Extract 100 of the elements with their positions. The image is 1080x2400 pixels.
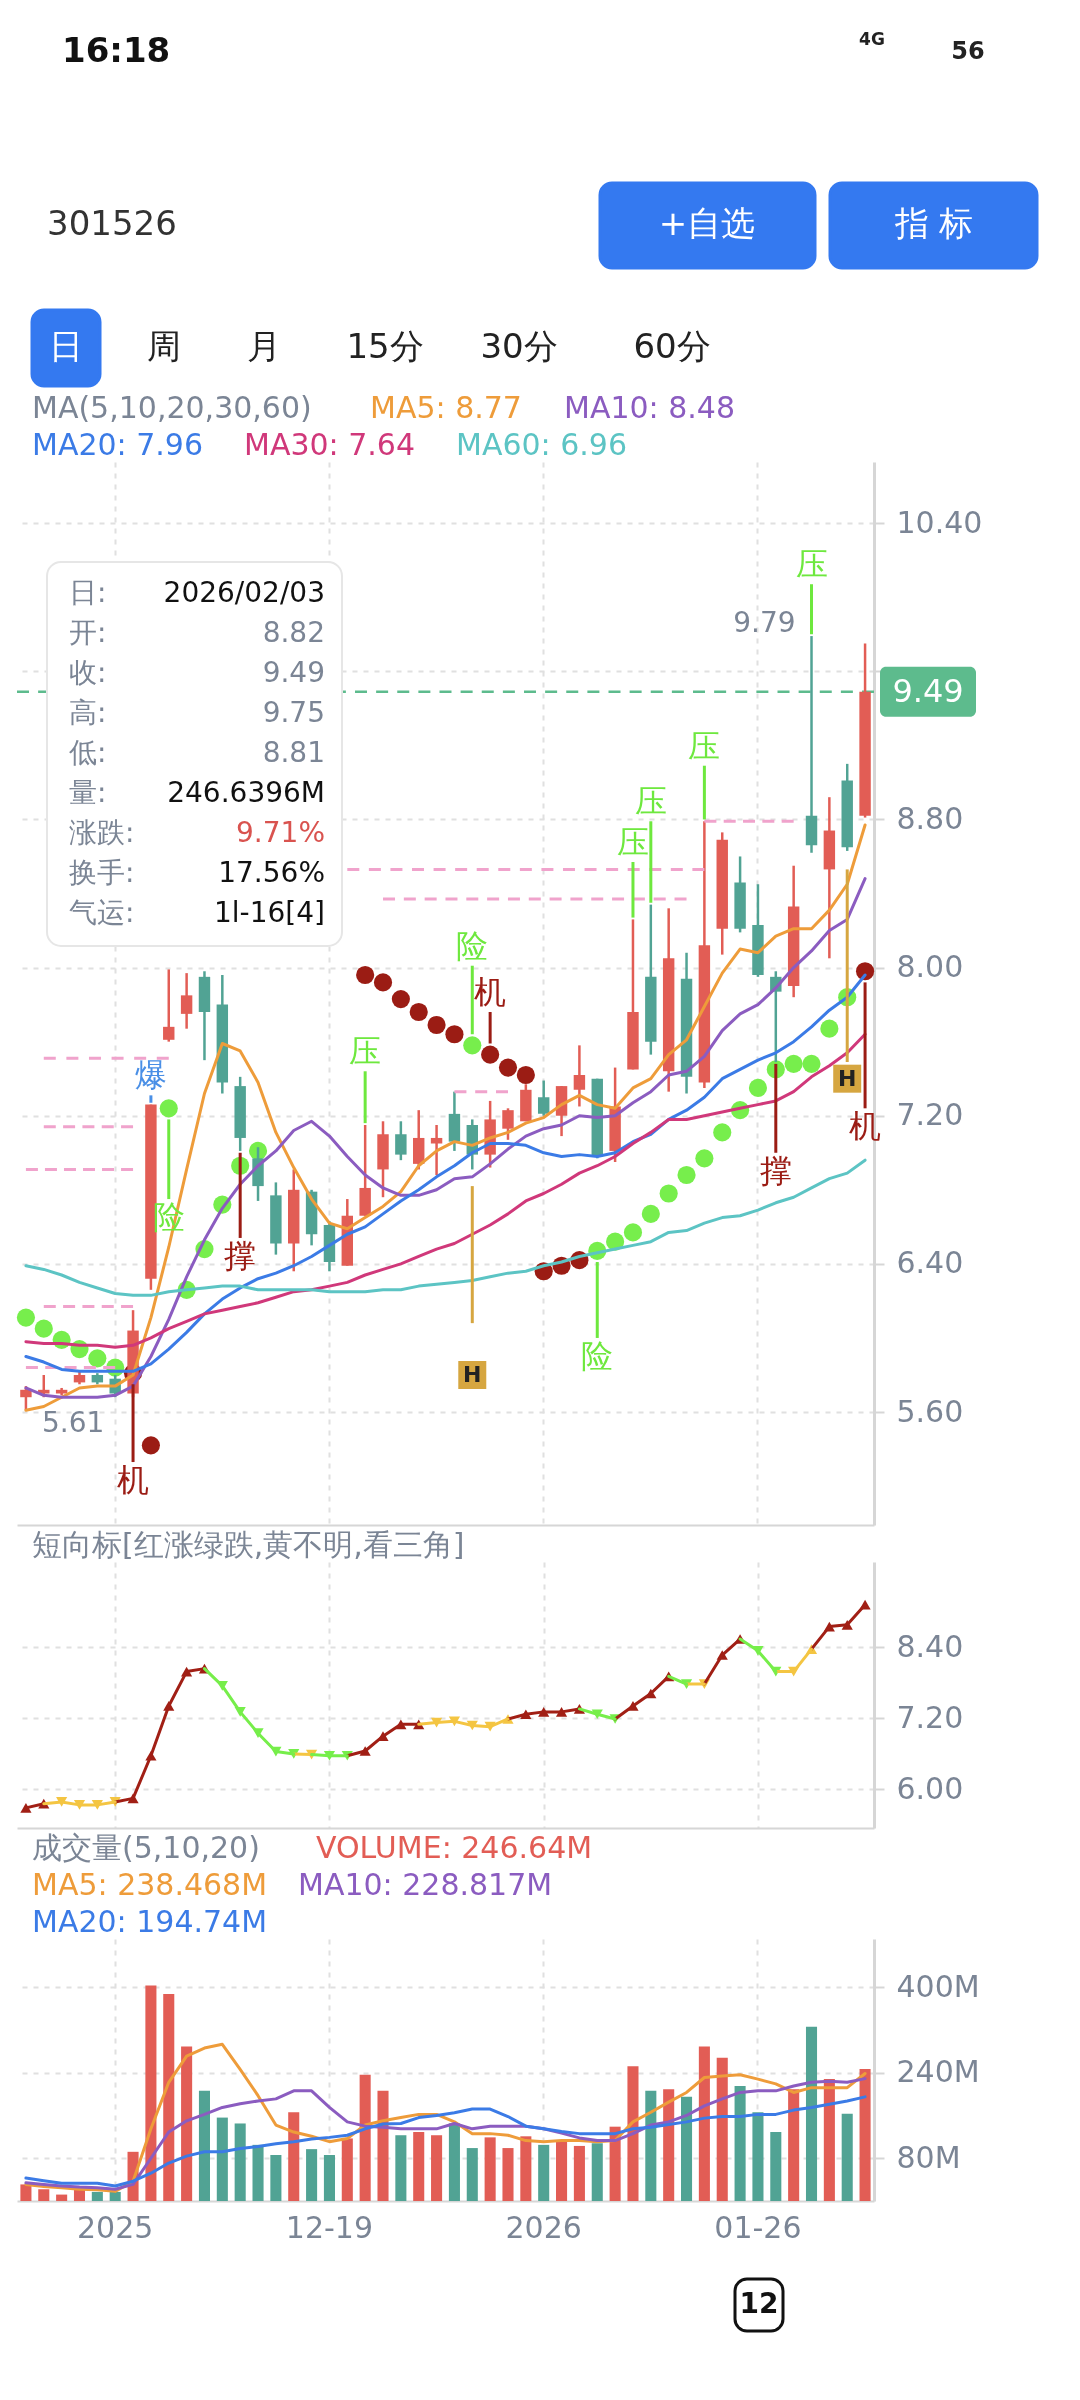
annotation: 收: — [69, 656, 107, 689]
annotation: 2026/02/03 — [163, 576, 325, 609]
bar — [631, 862, 635, 918]
text: MA5: 8.77 — [370, 389, 522, 425]
y-tick-label: 400M — [896, 1968, 980, 2004]
point — [391, 989, 410, 1009]
candlestick — [573, 1044, 586, 1108]
annotation: 气运: — [69, 896, 135, 929]
text: MA20: 194.74M — [32, 1903, 268, 1939]
data-label: 压 — [634, 782, 667, 821]
data-label: 压 — [616, 823, 649, 862]
data-label: 机 — [117, 1461, 150, 1500]
line-series — [24, 2077, 867, 2191]
point — [677, 1165, 696, 1185]
bar — [591, 2143, 603, 2201]
y-tick-label: 80M — [896, 2139, 961, 2175]
text: 4G — [859, 29, 885, 49]
data-label: 险 — [581, 1336, 614, 1375]
x-tick-label: 01-26 — [714, 2209, 802, 2245]
y-tick-label: 240M — [896, 2054, 980, 2090]
bar — [363, 1071, 367, 1124]
bar — [470, 1186, 474, 1324]
data-label: 撑 — [759, 1151, 792, 1190]
point — [659, 1184, 678, 1203]
bar — [841, 2113, 853, 2201]
annotation: 涨跌: — [69, 816, 135, 849]
point — [141, 1436, 160, 1455]
bar — [716, 2057, 728, 2201]
chart-title: 短向标[红涨绿跌,黄不明,看三角] — [32, 1526, 465, 1562]
bar — [149, 1095, 153, 1103]
data-label: 机 — [474, 973, 507, 1012]
bar — [520, 2136, 532, 2201]
bar — [595, 1262, 599, 1338]
bar — [413, 2132, 425, 2201]
text: 12 — [739, 2287, 779, 2320]
point — [855, 962, 875, 981]
text: 9.79 — [733, 606, 796, 640]
annotation: 量: — [69, 776, 107, 809]
text: +自选 — [658, 203, 756, 243]
text: 月 — [247, 326, 281, 366]
point — [516, 1065, 535, 1085]
bar — [238, 1152, 242, 1238]
text: 周 — [147, 326, 181, 366]
annotation: 1l-16[4] — [214, 896, 325, 929]
bar — [556, 2140, 568, 2201]
bar — [109, 2191, 121, 2201]
text: MA60: 6.96 — [456, 426, 628, 462]
bar — [234, 2123, 246, 2201]
bar — [448, 2123, 460, 2201]
point — [445, 1025, 464, 1044]
data-label: 险 — [456, 926, 489, 965]
y-tick-label: 6.40 — [896, 1245, 964, 1281]
point — [88, 1349, 107, 1368]
line-series — [24, 2095, 867, 2188]
bar — [20, 2184, 32, 2201]
data-label: 压 — [795, 545, 828, 584]
bar — [805, 2026, 818, 2201]
text: MA5: 238.468M — [32, 1866, 268, 1902]
annotation: 开: — [69, 616, 107, 649]
bar — [734, 2086, 746, 2201]
bar — [38, 2189, 50, 2201]
data-label: 机 — [849, 1107, 882, 1146]
bar — [91, 2191, 103, 2201]
candlestick — [502, 1107, 514, 1142]
bar — [681, 2096, 693, 2201]
bar — [198, 2090, 210, 2201]
point — [463, 1036, 482, 1055]
text: MA30: 7.64 — [244, 426, 416, 462]
y-tick-label: 8.00 — [896, 949, 964, 985]
line-series — [24, 1158, 867, 1297]
bar — [395, 2135, 407, 2201]
bar — [470, 965, 474, 1035]
candlestick — [537, 1079, 550, 1117]
bar — [252, 2144, 264, 2201]
candlestick — [163, 968, 175, 1043]
point — [356, 965, 375, 985]
point — [34, 1319, 53, 1338]
bar — [181, 2046, 193, 2201]
annotation: 日: — [69, 576, 107, 609]
text: MA10: 8.48 — [564, 389, 736, 425]
point — [713, 1123, 732, 1142]
chart-title: 成交量(5,10,20) — [32, 1829, 260, 1865]
data-label: 撑 — [224, 1236, 257, 1275]
text: MA10: 228.817M — [298, 1866, 553, 1902]
point — [159, 1099, 178, 1118]
text: 15分 — [346, 326, 424, 366]
annotation: 9.49 — [262, 656, 325, 689]
bar — [270, 2155, 282, 2201]
chart-title: MA(5,10,20,30,60) — [32, 389, 312, 425]
annotation: 8.81 — [262, 736, 325, 769]
bar — [702, 765, 706, 820]
bar — [788, 2089, 800, 2201]
point — [481, 1045, 500, 1064]
bar — [306, 2149, 318, 2201]
x-tick-label: 2025 — [77, 2209, 154, 2245]
annotation: 246.6396M — [167, 776, 325, 809]
text: 30分 — [480, 326, 558, 366]
bar — [752, 2112, 764, 2201]
bar — [859, 2069, 871, 2201]
x-tick-label: 2026 — [505, 2209, 582, 2245]
